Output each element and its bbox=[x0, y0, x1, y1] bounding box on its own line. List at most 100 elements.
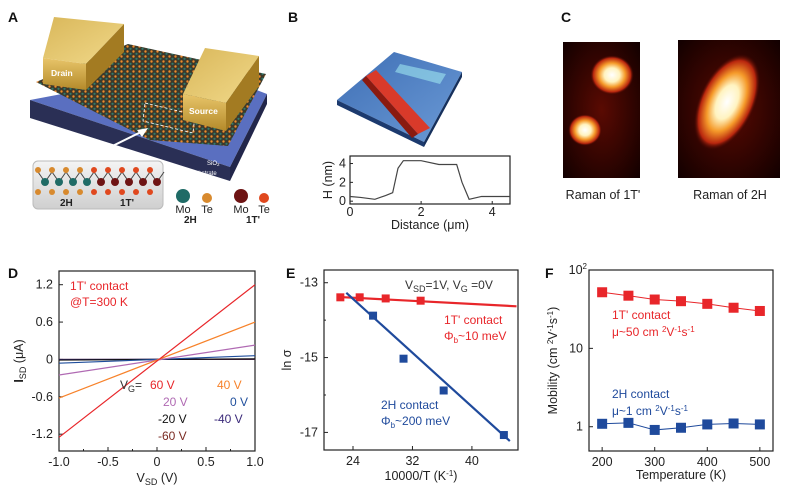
annotation-contact: 1T' contact bbox=[70, 279, 129, 293]
drain-label: Drain bbox=[51, 68, 73, 78]
zoom-arrow bbox=[77, 130, 144, 164]
label-1t-contact: 1T' contact bbox=[444, 313, 503, 327]
x-tick-label: 40 bbox=[465, 454, 479, 468]
x-tick-label: -1.0 bbox=[48, 455, 70, 469]
data-point-2h bbox=[597, 418, 608, 429]
x-tick-label: 500 bbox=[749, 455, 770, 469]
data-point-2h bbox=[702, 419, 713, 430]
drain-electrode bbox=[43, 58, 86, 90]
te-atom bbox=[105, 189, 111, 195]
source-electrode-top bbox=[183, 48, 259, 103]
sio2-label: SiO2 bbox=[207, 161, 220, 167]
source-electrode-side bbox=[226, 56, 259, 131]
te-atom bbox=[105, 167, 111, 173]
x-tick-label: 200 bbox=[592, 455, 613, 469]
raman-caption-1t: Raman of 1T' bbox=[566, 188, 641, 202]
plot-frame bbox=[588, 269, 774, 452]
y-axis-label: ln σ bbox=[280, 349, 294, 370]
x-tick-label: 300 bbox=[644, 455, 665, 469]
afm-flake-side bbox=[362, 76, 418, 138]
x-tick-label: 32 bbox=[405, 454, 419, 468]
drain-electrode-side bbox=[86, 24, 124, 90]
data-point-1t bbox=[416, 296, 425, 305]
chart-f-annotations: 1T' contact μ~50 cm 2V-1s-1 2H contact μ… bbox=[612, 308, 695, 418]
te-atom bbox=[77, 189, 83, 195]
y-axis-label: ISD (μA) bbox=[12, 339, 28, 382]
data-point-1t bbox=[623, 290, 634, 301]
atom-legend-label: Mo bbox=[175, 204, 190, 216]
raman-hotspot bbox=[590, 55, 634, 95]
x-tick-label: -0.5 bbox=[97, 455, 119, 469]
atom-legend: Mo Te Mo Te bbox=[175, 189, 270, 216]
atomic-chain bbox=[35, 167, 165, 195]
x-axis-label: Temperature (K) bbox=[636, 468, 726, 482]
legend-item-minus20v: -20 V bbox=[158, 412, 187, 426]
panel-label-c: C bbox=[561, 9, 571, 25]
label-2h-contact: 2H contact bbox=[381, 398, 439, 412]
afm-scan-line bbox=[395, 64, 446, 84]
te-atom bbox=[63, 189, 69, 195]
chart-d-annotations: 1T' contact @T=300 K VG= 60 V 40 V 20 V … bbox=[70, 279, 248, 443]
raman-hotspot bbox=[693, 53, 761, 151]
y-tick-label: -15 bbox=[300, 351, 318, 365]
x-tick-label: 0 bbox=[154, 455, 161, 469]
legend-item-minus60v: -60 V bbox=[158, 429, 187, 443]
y-tick-label: 2 bbox=[339, 175, 346, 189]
arrhenius-chart: 24 32 40 -13 -15 -17 10000/T (K-1) ln σ bbox=[280, 269, 519, 483]
y-tick-label: -13 bbox=[300, 276, 318, 290]
data-point-2h bbox=[623, 417, 634, 428]
data-point-1t bbox=[754, 305, 765, 316]
data-point-2h bbox=[399, 354, 408, 363]
plot-frame bbox=[349, 155, 511, 205]
te-atom bbox=[119, 189, 125, 195]
y-tick-label: 1.2 bbox=[36, 278, 53, 292]
height-profile-chart: 0 2 4 0 2 4 Distance (μm) H (nm) bbox=[321, 155, 511, 232]
measurement-condition: VSD=1V, VG =0V bbox=[405, 278, 493, 294]
afm-edge-right bbox=[424, 72, 462, 147]
panel-label-f: F bbox=[545, 265, 554, 281]
legend-title: VG= bbox=[120, 378, 142, 394]
raman-caption-2h: Raman of 2H bbox=[693, 188, 767, 202]
atom-legend-ball bbox=[234, 189, 248, 203]
data-point-1t bbox=[649, 294, 660, 305]
data-point-2h bbox=[369, 311, 378, 320]
legend-phase-2h: 2H bbox=[184, 215, 197, 226]
drain-electrode-top bbox=[43, 17, 124, 64]
legend-phase-1t: 1T' bbox=[246, 215, 260, 226]
panel-label-e: E bbox=[286, 265, 295, 281]
x-tick-label: 24 bbox=[346, 454, 360, 468]
x-tick-label: 0.5 bbox=[197, 455, 214, 469]
label-1t-contact: 1T' contact bbox=[612, 308, 671, 322]
atom-legend-label: Mo bbox=[233, 204, 248, 216]
te-atom bbox=[77, 167, 83, 173]
mo-atom bbox=[97, 178, 105, 186]
legend-item-40v: 40 V bbox=[217, 378, 242, 392]
atom-legend-ball bbox=[176, 189, 190, 203]
mo-atom bbox=[69, 178, 77, 186]
source-electrode bbox=[183, 94, 226, 131]
y-tick-label: 10 bbox=[569, 341, 583, 355]
si-substrate-side bbox=[30, 100, 230, 181]
y-axis-label: H (nm) bbox=[321, 161, 335, 199]
atom-legend-ball bbox=[202, 193, 212, 203]
data-point-2h bbox=[728, 418, 739, 429]
y-axis-label: Mobility (cm 2V-1s-1) bbox=[546, 307, 560, 415]
x-axis-label: VSD (V) bbox=[137, 471, 178, 487]
si-substrate-end bbox=[230, 94, 267, 181]
x-tick-label: 2 bbox=[418, 205, 425, 219]
device-schematic: Drain Source SiO2 Si substrate 2H 1T' Mo… bbox=[30, 17, 270, 226]
data-point-1t bbox=[381, 294, 390, 303]
data-point-2h bbox=[649, 424, 660, 435]
y-tick-label: -17 bbox=[300, 425, 318, 439]
mo-atom bbox=[125, 178, 133, 186]
te-atom bbox=[49, 189, 55, 195]
barrier-2h: Φb~200 meV bbox=[381, 414, 450, 430]
source-label: Source bbox=[189, 106, 218, 116]
data-point-1t bbox=[597, 287, 608, 298]
te-atom bbox=[35, 189, 41, 195]
y-tick-label: 0 bbox=[339, 194, 346, 208]
atom-legend-ball bbox=[259, 193, 269, 203]
afm-edge bbox=[337, 100, 424, 147]
mo-atom bbox=[41, 178, 49, 186]
